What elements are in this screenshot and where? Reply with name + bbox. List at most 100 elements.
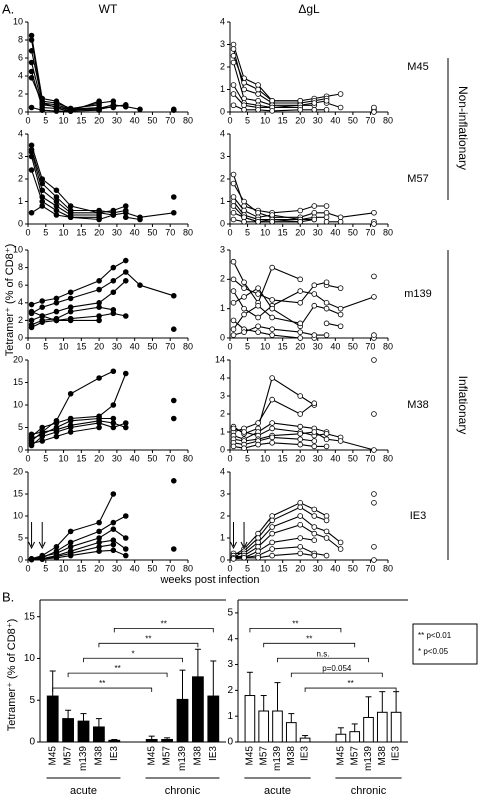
x-tick-label: 10 bbox=[260, 453, 270, 463]
data-point bbox=[255, 441, 261, 448]
data-point bbox=[39, 107, 46, 113]
x-tick-label: 80 bbox=[383, 227, 393, 237]
x-tick-label: 30 bbox=[112, 115, 122, 125]
data-point bbox=[137, 282, 143, 289]
y-tick-label: 4 bbox=[220, 372, 225, 382]
x-tick-label: 70 bbox=[165, 453, 175, 463]
data-point bbox=[122, 313, 129, 319]
data-point bbox=[269, 212, 275, 218]
data-point bbox=[311, 291, 318, 297]
data-point bbox=[297, 436, 304, 443]
x-tick-label: M57 bbox=[258, 746, 269, 766]
data-point bbox=[311, 100, 318, 106]
data-point bbox=[269, 434, 275, 441]
x-tick-label: 50 bbox=[348, 115, 358, 125]
data-point bbox=[122, 269, 129, 275]
x-tick-label: 10 bbox=[59, 341, 69, 351]
x-tick-label: 5 bbox=[245, 563, 250, 573]
x-tick-label: 20 bbox=[94, 563, 104, 573]
significance-label: ** bbox=[114, 664, 120, 673]
x-tick-label: 50 bbox=[147, 227, 157, 237]
x-tick-label: 15 bbox=[278, 453, 288, 463]
y-tick-label: 4 bbox=[18, 70, 23, 80]
data-point bbox=[39, 313, 46, 319]
y-tick-label: 14 bbox=[215, 354, 225, 364]
y-tick-label: 0 bbox=[18, 218, 23, 228]
data-point bbox=[230, 276, 237, 283]
data-point bbox=[96, 417, 102, 424]
y-tick-label: 10 bbox=[13, 16, 23, 26]
data-point bbox=[297, 335, 304, 341]
data-point bbox=[39, 100, 46, 106]
data-point bbox=[323, 552, 330, 559]
data-point bbox=[297, 411, 304, 417]
x-tick-label: 0 bbox=[227, 563, 232, 573]
x-tick-label: 70 bbox=[165, 227, 175, 237]
data-point bbox=[323, 218, 330, 225]
x-tick-label: 5 bbox=[245, 227, 250, 237]
x-tick-label: 80 bbox=[383, 453, 393, 463]
data-point bbox=[96, 528, 102, 535]
data-point bbox=[230, 59, 237, 66]
data-point bbox=[337, 91, 344, 97]
y-tick-label: 3 bbox=[220, 39, 225, 49]
data-point bbox=[96, 375, 102, 381]
data-point bbox=[371, 543, 377, 550]
data-point bbox=[28, 153, 35, 160]
x-tick-label: 15 bbox=[76, 563, 86, 573]
x-tick-label: M57 bbox=[349, 746, 360, 766]
x-tick-label: 30 bbox=[313, 341, 323, 351]
bar bbox=[176, 698, 189, 743]
data-point bbox=[241, 106, 247, 113]
x-tick-label: IE3 bbox=[109, 746, 120, 761]
data-point bbox=[255, 420, 261, 426]
data-point bbox=[122, 214, 129, 221]
data-point bbox=[297, 521, 304, 528]
y-tick-label: 5 bbox=[18, 422, 23, 432]
data-point bbox=[241, 285, 247, 291]
data-point bbox=[110, 103, 117, 110]
data-point bbox=[255, 91, 261, 97]
data-point bbox=[323, 528, 330, 535]
x-tick-label: 40 bbox=[330, 115, 340, 125]
bar bbox=[161, 738, 173, 743]
y-tick-label: 4 bbox=[18, 128, 23, 138]
data-point bbox=[269, 524, 275, 530]
data-point bbox=[67, 308, 74, 315]
data-point bbox=[110, 310, 117, 317]
x-tick-label: 10 bbox=[260, 341, 270, 351]
x-tick-label: 80 bbox=[383, 115, 393, 125]
significance-bracket bbox=[83, 657, 183, 663]
data-point bbox=[371, 447, 377, 453]
series-line bbox=[31, 271, 174, 314]
x-tick-label: m139 bbox=[272, 746, 283, 771]
x-tick-label: 0 bbox=[25, 115, 30, 125]
data-point bbox=[230, 288, 237, 294]
data-point bbox=[371, 109, 377, 115]
data-point bbox=[122, 420, 129, 426]
group-label: acute bbox=[264, 785, 291, 797]
data-point bbox=[28, 209, 35, 216]
y-tick-label: 2 bbox=[18, 315, 23, 325]
data-point bbox=[122, 552, 129, 559]
data-point bbox=[311, 443, 318, 450]
data-point bbox=[39, 433, 46, 440]
data-point bbox=[28, 301, 35, 308]
data-point bbox=[269, 530, 275, 537]
data-point bbox=[39, 556, 46, 562]
series-line bbox=[234, 326, 375, 335]
significance-label: ** bbox=[292, 620, 298, 629]
data-point bbox=[110, 424, 117, 431]
x-tick-label: 80 bbox=[183, 341, 193, 351]
bar bbox=[145, 738, 158, 743]
data-point bbox=[297, 535, 304, 541]
data-point bbox=[297, 423, 304, 430]
x-tick-label: 10 bbox=[59, 227, 69, 237]
x-tick-label: M38 bbox=[94, 746, 105, 766]
x-tick-label: 0 bbox=[25, 227, 30, 237]
data-point bbox=[323, 517, 330, 524]
x-tick-label: 50 bbox=[147, 115, 157, 125]
x-tick-label: 80 bbox=[183, 115, 193, 125]
data-point bbox=[28, 435, 35, 442]
data-point bbox=[230, 209, 237, 216]
